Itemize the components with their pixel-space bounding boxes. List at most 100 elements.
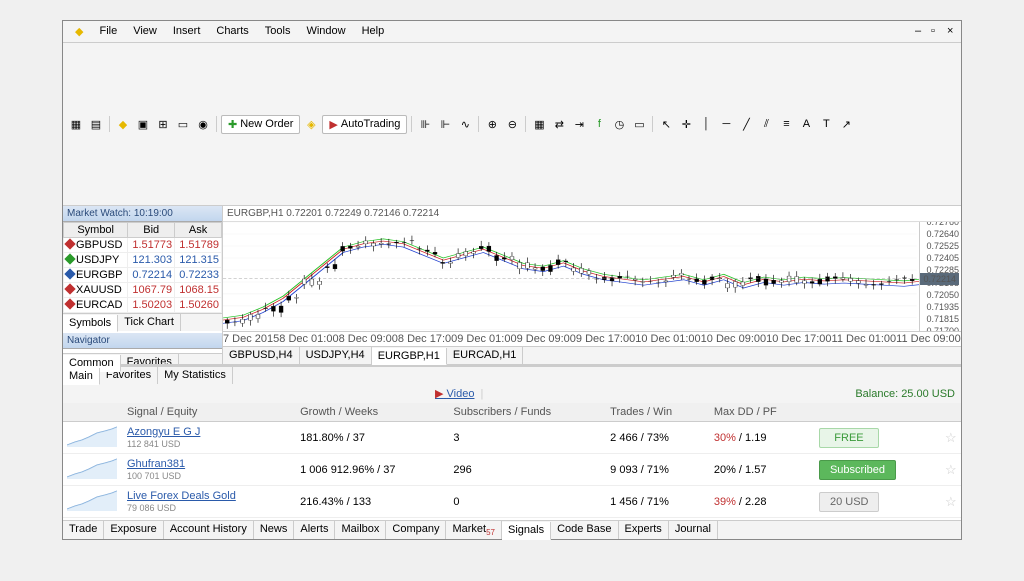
sig-header[interactable]: Signal / Equity xyxy=(123,403,296,422)
market-watch-icon[interactable]: ◆ xyxy=(114,115,132,133)
signal-name[interactable]: Azongyu E G J xyxy=(127,426,200,438)
sig-header[interactable] xyxy=(815,403,941,422)
mw-tab[interactable]: Symbols xyxy=(63,315,118,332)
mw-header[interactable]: Ask xyxy=(175,223,222,238)
terminal-tab-account-history[interactable]: Account History xyxy=(164,521,254,539)
terminal-tab-news[interactable]: News xyxy=(254,521,295,539)
mw-row[interactable]: USDJPY121.303121.315 xyxy=(64,253,222,268)
menu-insert[interactable]: Insert xyxy=(167,23,207,40)
star-icon[interactable]: ☆ xyxy=(945,494,957,509)
line-chart-icon[interactable]: ∿ xyxy=(456,115,474,133)
menu-charts[interactable]: Charts xyxy=(210,23,254,40)
terminal-tab-trade[interactable]: Trade xyxy=(63,521,104,539)
terminal-tab-exposure[interactable]: Exposure xyxy=(104,521,163,539)
zoom-in-icon[interactable]: ⊕ xyxy=(483,115,501,133)
signal-name[interactable]: Ghufran381 xyxy=(127,458,185,470)
candlestick-icon[interactable]: ⊩ xyxy=(436,115,454,133)
signal-row[interactable]: Azongyu E G J112 841 USD 181.80% / 37 3 … xyxy=(63,422,961,454)
bar-chart-icon[interactable]: ⊪ xyxy=(416,115,434,133)
mw-header[interactable]: Symbol xyxy=(64,223,128,238)
menu-window[interactable]: Window xyxy=(300,23,351,40)
signal-name[interactable]: Live Forex Deals Gold xyxy=(127,490,236,502)
text-icon[interactable]: A xyxy=(797,115,815,133)
mw-row[interactable]: GBPUSD1.517731.51789 xyxy=(64,238,222,253)
new-order-button[interactable]: ✚New Order xyxy=(221,115,300,134)
indicators-icon[interactable]: f xyxy=(590,115,608,133)
metaquotes-icon[interactable]: ◈ xyxy=(302,115,320,133)
signal-action-button[interactable]: FREE xyxy=(819,428,879,448)
data-window-icon[interactable]: ▣ xyxy=(134,115,152,133)
terminal-icon[interactable]: ▭ xyxy=(174,115,192,133)
spark-cell xyxy=(63,454,123,486)
sig-header[interactable]: Max DD / PF xyxy=(710,403,815,422)
sig-header[interactable]: Growth / Weeks xyxy=(296,403,449,422)
chart-tab[interactable]: EURGBP,H1 xyxy=(372,348,447,365)
mw-row[interactable]: EURCAD1.502031.50260 xyxy=(64,298,222,313)
sig-header[interactable]: Subscribers / Funds xyxy=(449,403,606,422)
vline-icon[interactable]: │ xyxy=(697,115,715,133)
periods-icon[interactable]: ◷ xyxy=(610,115,628,133)
chart-tab[interactable]: USDJPY,H4 xyxy=(300,347,372,364)
profiles-icon[interactable]: ▤ xyxy=(87,115,105,133)
x-tick: 8 Dec 17:00 xyxy=(398,333,457,345)
chart-x-axis: 7 Dec 20158 Dec 01:008 Dec 09:008 Dec 17… xyxy=(223,331,961,346)
templates-icon[interactable]: ▭ xyxy=(630,115,648,133)
trendline-icon[interactable]: ╱ xyxy=(737,115,755,133)
sig-tab[interactable]: Main xyxy=(63,368,100,385)
signal-action-button[interactable]: Subscribed xyxy=(819,460,896,480)
signal-row[interactable]: Live Forex Deals Gold79 086 USD 216.43% … xyxy=(63,486,961,518)
terminal-tab-journal[interactable]: Journal xyxy=(669,521,718,539)
chart-tab[interactable]: GBPUSD,H4 xyxy=(223,347,300,364)
signal-action-button[interactable]: 20 USD xyxy=(819,492,880,512)
crosshair-icon[interactable]: ✛ xyxy=(677,115,695,133)
terminal-tab-experts[interactable]: Experts xyxy=(619,521,669,539)
arrows-icon[interactable]: ↗ xyxy=(837,115,855,133)
mw-row[interactable]: EURGBP0.722140.72233 xyxy=(64,268,222,283)
mw-tab[interactable]: Tick Chart xyxy=(118,314,181,331)
sig-tab[interactable]: My Statistics xyxy=(158,367,233,384)
app-icon: ◆ xyxy=(69,23,89,40)
new-chart-icon[interactable]: ▦ xyxy=(67,115,85,133)
x-tick: 9 Dec 01:00 xyxy=(457,333,516,345)
menu-view[interactable]: View xyxy=(127,23,163,40)
video-link[interactable]: ▶ Video xyxy=(435,387,474,400)
terminal-tab-signals[interactable]: Signals xyxy=(502,522,551,540)
x-tick: 11 Dec 01:00 xyxy=(832,333,897,345)
terminal-tab-company[interactable]: Company xyxy=(386,521,446,539)
star-icon[interactable]: ☆ xyxy=(945,430,957,445)
signal-row[interactable]: Ghufran381100 701 USD 1 006 912.96% / 37… xyxy=(63,454,961,486)
scroll-icon[interactable]: ⇄ xyxy=(550,115,568,133)
label-icon[interactable]: T xyxy=(817,115,835,133)
terminal-tab-code-base[interactable]: Code Base xyxy=(551,521,618,539)
terminal-tab-mailbox[interactable]: Mailbox xyxy=(335,521,386,539)
x-tick: 8 Dec 09:00 xyxy=(339,333,398,345)
minimize-button[interactable]: – xyxy=(909,23,923,40)
autotrading-button[interactable]: ▶AutoTrading xyxy=(322,115,407,134)
tile-icon[interactable]: ▦ xyxy=(530,115,548,133)
signal-subs: 3 xyxy=(449,422,606,454)
channel-icon[interactable]: ⫽ xyxy=(757,115,775,133)
cursor-icon[interactable]: ↖ xyxy=(657,115,675,133)
mw-header[interactable]: Bid xyxy=(128,223,175,238)
chart-canvas[interactable]: 0.727600.726400.725250.724050.722850.721… xyxy=(223,222,961,331)
chart-tab[interactable]: EURCAD,H1 xyxy=(447,347,524,364)
sig-header[interactable]: Trades / Win xyxy=(606,403,710,422)
hline-icon[interactable]: ─ xyxy=(717,115,735,133)
menu-tools[interactable]: Tools xyxy=(259,23,297,40)
navigator-icon[interactable]: ⊞ xyxy=(154,115,172,133)
fibo-icon[interactable]: ≡ xyxy=(777,115,795,133)
mw-row[interactable]: XAUUSD1067.791068.15 xyxy=(64,283,222,298)
zoom-out-icon[interactable]: ⊖ xyxy=(503,115,521,133)
menu-file[interactable]: File xyxy=(93,23,123,40)
terminal-tab-market[interactable]: Market57 xyxy=(446,521,502,539)
y-tick: 0.72525 xyxy=(926,241,959,251)
terminal-tab-alerts[interactable]: Alerts xyxy=(294,521,335,539)
strategy-tester-icon[interactable]: ◉ xyxy=(194,115,212,133)
maximize-button[interactable]: ▫ xyxy=(925,23,939,40)
shift-icon[interactable]: ⇥ xyxy=(570,115,588,133)
terminal-panel: MainFavoritesMy Statistics ▶ Video | Bal… xyxy=(63,364,961,539)
menu-help[interactable]: Help xyxy=(356,23,391,40)
close-button[interactable]: × xyxy=(941,23,955,40)
market-watch-title: Market Watch: 10:19:00 xyxy=(63,206,222,222)
star-icon[interactable]: ☆ xyxy=(945,462,957,477)
